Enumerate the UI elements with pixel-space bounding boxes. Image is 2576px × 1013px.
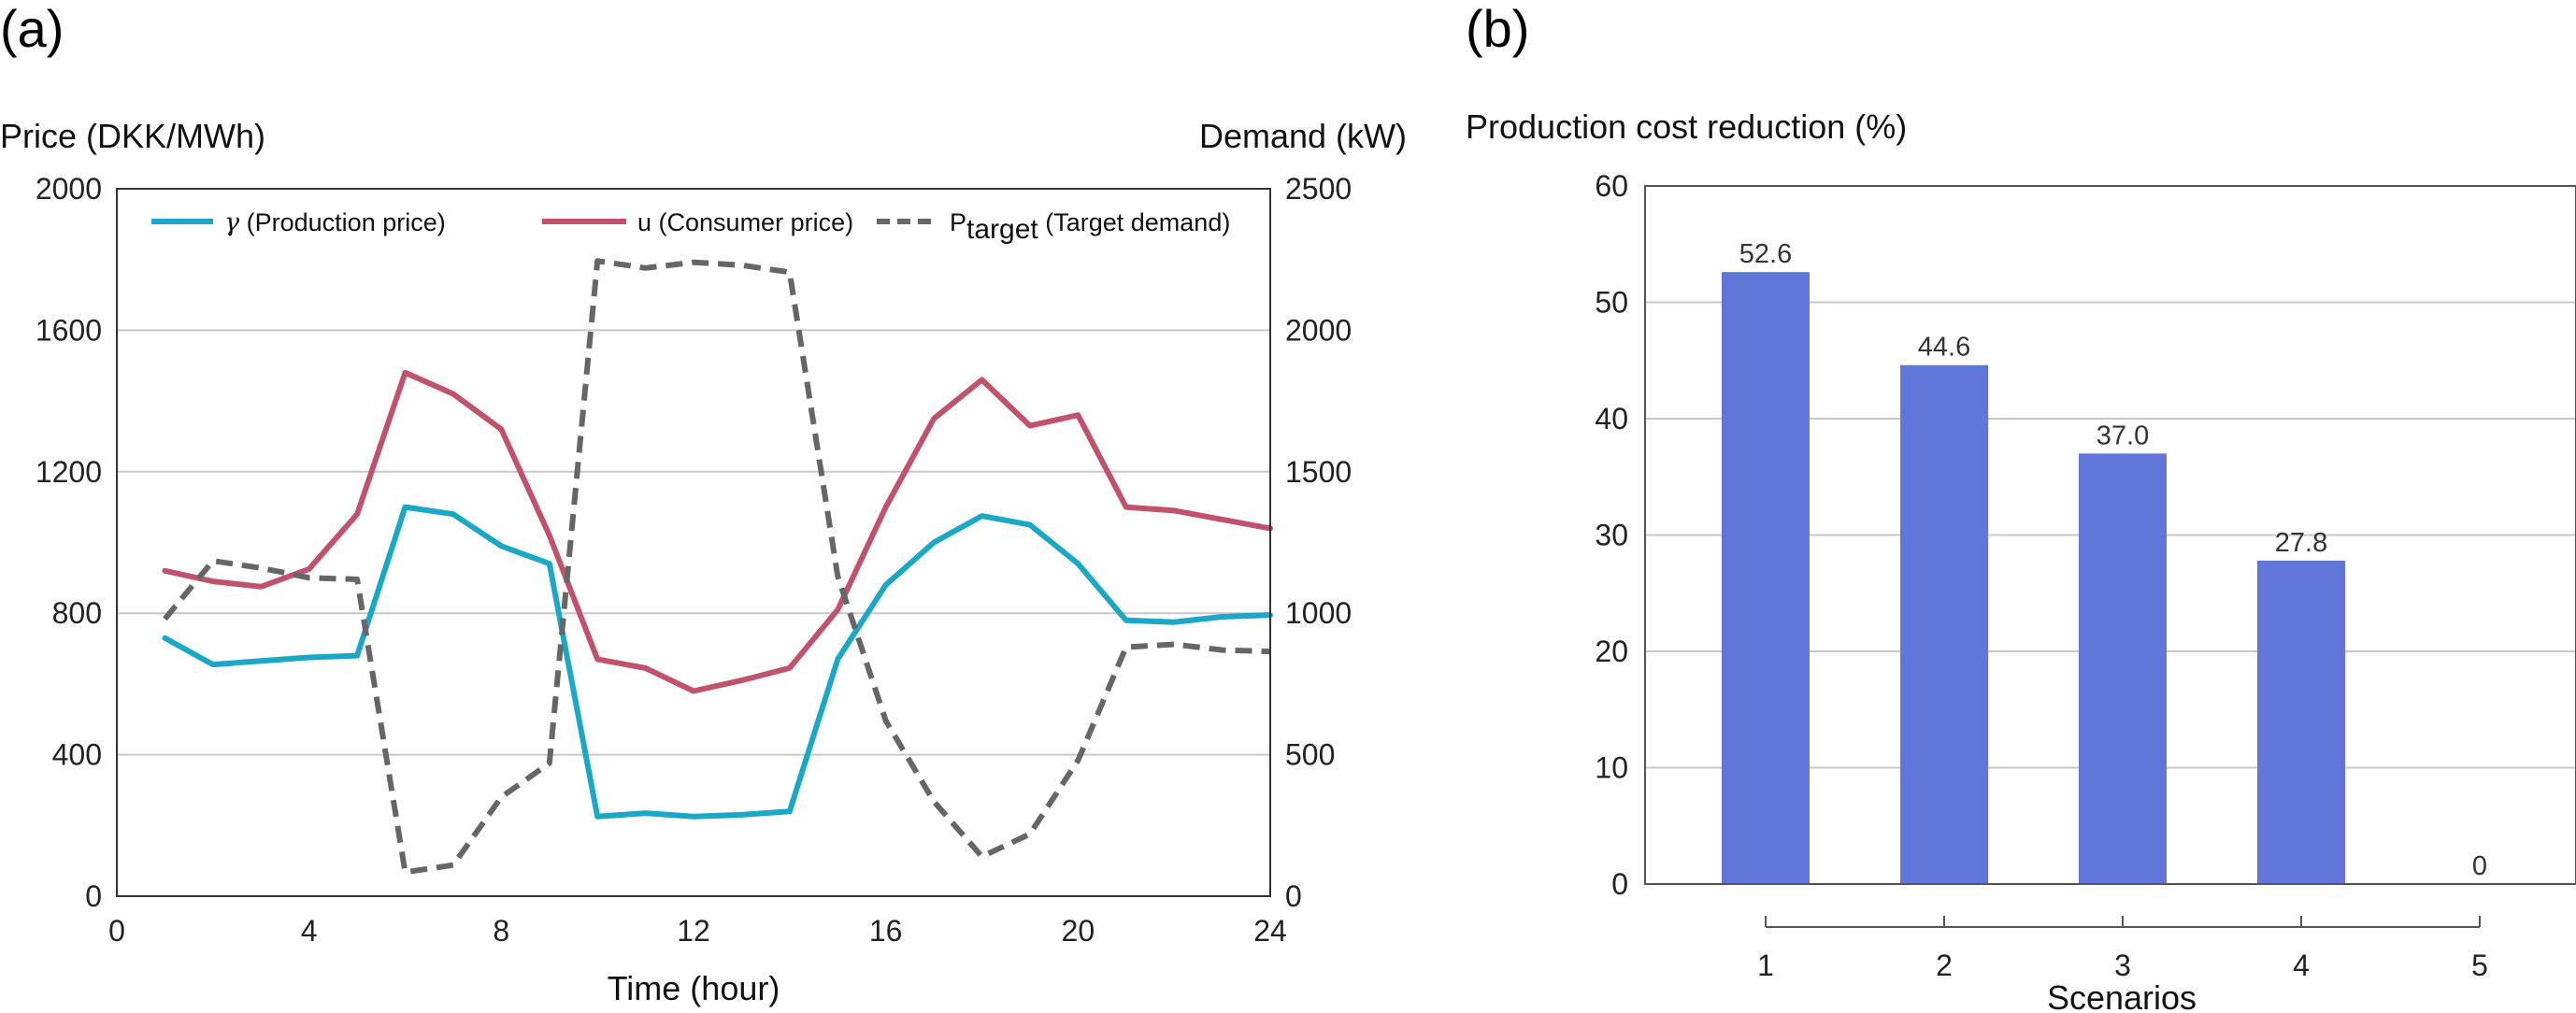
x-axis-title: Time (hour) <box>608 969 780 1007</box>
gridlines <box>117 188 1270 897</box>
bar-chart-panel: (b) Production cost reduction (%) 52.644… <box>1466 0 2576 1013</box>
bar-value-label: 44.6 <box>1918 333 1970 363</box>
y-tick-label: 40 <box>1595 402 1628 435</box>
y-tick-label-right: 1000 <box>1285 596 1352 630</box>
plot-frame <box>1644 185 2576 885</box>
chart-title: Production cost reduction (%) <box>1466 107 1907 146</box>
y-tick-label: 50 <box>1595 286 1628 320</box>
x-tick-label: 12 <box>677 914 710 948</box>
bar-value-label: 27.8 <box>2275 528 2327 558</box>
data-lines <box>162 258 1273 876</box>
legend: γ (Production price) u (Consumer price) … <box>151 208 1230 245</box>
x-tick-label: 8 <box>493 914 509 948</box>
bar <box>2257 560 2345 884</box>
x-tick-label: 4 <box>2293 949 2310 982</box>
x-tick-label: 4 <box>301 914 318 948</box>
y-tick-label-right: 1500 <box>1285 455 1352 489</box>
x-tick-label: 5 <box>2471 949 2488 982</box>
x-axis-title: Scenarios <box>2047 978 2197 1013</box>
legend-label-production-price: γ (Production price) <box>224 208 446 237</box>
series-line-0 <box>162 504 1273 820</box>
legend-label-target-demand: Ptarget (Target demand) <box>950 208 1230 245</box>
y-tick-label-left: 800 <box>52 596 102 630</box>
y-tick-label: 10 <box>1595 751 1628 785</box>
bar-value-label: 37.0 <box>2097 421 2149 450</box>
bar <box>1900 364 1988 885</box>
x-tick-label: 20 <box>1062 914 1095 948</box>
line-chart-panel: (a) Price (DKK/MWh) Demand (kW) 04008001… <box>0 0 1407 1007</box>
panel-label-a: (a) <box>0 0 64 58</box>
y-tick-label-left: 1200 <box>36 455 102 489</box>
x-axis: 1 2 3 4 5 <box>1757 916 2488 982</box>
tick-labels: 0 10 20 30 40 50 60 <box>1595 169 1628 901</box>
x-tick-label: 1 <box>1757 949 1774 982</box>
x-tick-label: 0 <box>108 914 125 948</box>
bar-value-label: 0 <box>2472 851 2487 881</box>
y-tick-label-right: 0 <box>1285 879 1302 913</box>
bar-value-label: 52.6 <box>1739 239 1792 269</box>
series-line-2 <box>163 258 1271 876</box>
x-tick-label: 16 <box>869 914 903 948</box>
legend-label-consumer-price: u (Consumer price) <box>637 208 853 236</box>
bar <box>2079 453 2167 884</box>
y-tick-label: 30 <box>1595 519 1628 552</box>
bar <box>1722 272 1810 884</box>
y-tick-label: 0 <box>1611 867 1628 901</box>
left-axis-title: Price (DKK/MWh) <box>0 117 265 155</box>
plot-frame <box>116 188 1271 897</box>
y-tick-label-left: 2000 <box>36 172 102 206</box>
y-tick-label: 60 <box>1595 169 1628 203</box>
series-line-1 <box>162 369 1273 694</box>
bars: 52.6 44.6 37.0 27.8 0 <box>1722 239 2487 885</box>
y-tick-label-left: 1600 <box>36 313 102 347</box>
y-tick-label: 20 <box>1595 635 1628 668</box>
right-axis-title: Demand (kW) <box>1199 117 1407 155</box>
x-tick-label: 2 <box>1936 949 1953 982</box>
y-tick-label-right: 2000 <box>1285 313 1352 347</box>
y-tick-label-right: 2500 <box>1285 172 1352 206</box>
tick-labels: 0 400 800 1200 1600 2000 0 500 1000 1500 2000 2500 0… <box>36 172 1352 948</box>
y-tick-label-left: 400 <box>52 738 102 772</box>
y-tick-label-right: 500 <box>1285 738 1335 772</box>
panel-label-b: (b) <box>1466 0 1529 58</box>
x-tick-label: 3 <box>2114 949 2131 982</box>
y-tick-label-left: 0 <box>85 879 102 913</box>
x-tick-label: 24 <box>1253 914 1287 948</box>
